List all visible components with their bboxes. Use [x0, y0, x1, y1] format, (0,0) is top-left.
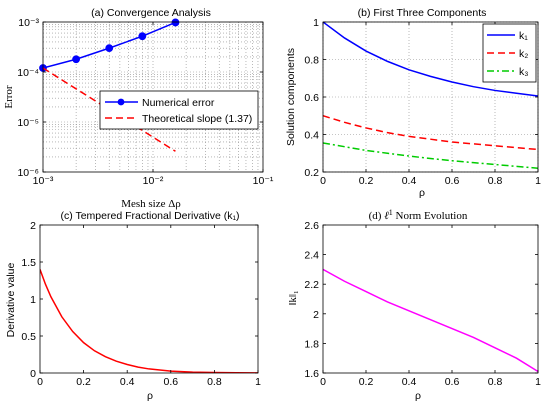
series-line-2: [323, 115, 538, 151]
panel-d-title: (d) ℓ1 Norm Evolution: [369, 208, 468, 222]
x-tick-label: 0.2: [359, 376, 374, 388]
panel-d-ylabel: ‖k‖₁: [287, 290, 299, 306]
x-tick-label: 0.2: [76, 376, 91, 388]
x-tick-label: 0: [320, 175, 326, 187]
panel-d-title-suffix: Norm Evolution: [393, 210, 468, 222]
y-tick-label: 10⁻³: [18, 17, 39, 29]
legend-label: k₁: [519, 30, 528, 42]
y-tick-label: 2: [30, 220, 36, 232]
x-tick-label: 0.8: [207, 376, 222, 388]
panel-b-xlabel: ρ: [419, 187, 425, 199]
panel-d-title-prefix: (d): [369, 210, 385, 222]
y-tick-label: 0.5: [21, 331, 36, 343]
x-tick-label: 0.6: [163, 376, 178, 388]
y-tick-label: 1.6: [304, 368, 319, 380]
x-tick-label: 0.8: [488, 175, 503, 187]
x-tick-label: 0: [37, 376, 43, 388]
series-line-3: [323, 142, 538, 169]
x-tick-label: 0.6: [445, 175, 460, 187]
x-tick-label: 1: [535, 376, 541, 388]
panel-d-xlabel: ρ: [415, 390, 421, 402]
y-tick-label: 2: [313, 309, 319, 321]
series-line-1: [323, 22, 538, 97]
x-tick-label: 10⁻³: [33, 175, 54, 187]
series-line-1: [40, 269, 258, 373]
x-tick-label: 0.4: [402, 376, 417, 388]
x-tick-label: 0.4: [120, 376, 135, 388]
legend-label: k₂: [519, 48, 528, 60]
y-tick-label: 10⁻⁵: [17, 117, 39, 129]
y-tick-label: 0.6: [304, 92, 319, 104]
panel-c-xlabel: ρ: [147, 390, 153, 402]
axes-box: [322, 224, 539, 374]
legend-label: Numerical error: [142, 97, 215, 109]
y-tick-label: 2.2: [304, 279, 319, 291]
legend-marker: [117, 98, 125, 106]
x-tick-label: 0.2: [359, 175, 374, 187]
y-tick-label: 0.4: [304, 130, 319, 142]
panel-d: 0 0.2 0.4 0.6 0.8 1 1.6 1.8 2 2.2 2.4 2.6: [304, 220, 541, 388]
y-tick-label: 2.4: [304, 250, 319, 262]
y-tick-label: 10⁻⁴: [17, 67, 39, 79]
legend-box: [99, 90, 259, 130]
panel-b-title: (b) First Three Components: [358, 7, 487, 19]
panel-a: 10⁻³ 10⁻² 10⁻¹ 10⁻³ 10⁻⁴ 10⁻⁵ 10⁻⁶ Numerical er…: [17, 17, 274, 187]
y-tick-label: 1: [30, 294, 36, 306]
y-tick-label: 1.5: [21, 257, 36, 269]
data-point: [171, 18, 180, 27]
panel-d-title-sup: 1: [389, 208, 393, 217]
panel-c-ylabel: Derivative value: [5, 262, 17, 337]
x-tick-label: 10⁻²: [143, 175, 164, 187]
panel-a-xlabel: Mesh size Δρ: [121, 198, 181, 210]
legend-label: Theoretical slope (1.37): [142, 113, 252, 125]
x-tick-label: 0.4: [402, 175, 417, 187]
panel-c: 0 0.2 0.4 0.6 0.8 1 0 0.5 1 1.5 2: [21, 220, 261, 388]
legend-label: k₃: [519, 66, 529, 78]
x-tick-label: 0.8: [488, 376, 503, 388]
panel-a-ylabel: Error: [3, 85, 15, 109]
y-tick-label: 10⁻⁶: [17, 167, 39, 179]
x-tick-label: 0: [320, 376, 326, 388]
y-tick-label: 1.8: [304, 338, 319, 350]
panel-d-title-ell: ℓ: [384, 210, 389, 222]
x-tick-label: 1: [535, 175, 541, 187]
x-tick-label: 10⁻¹: [253, 175, 274, 187]
y-tick-label: 0.2: [304, 167, 319, 179]
panel-b-ylabel: Solution components: [285, 48, 297, 146]
data-point: [105, 44, 114, 53]
y-tick-label: 0: [30, 368, 36, 380]
y-tick-label: 2.6: [304, 220, 319, 232]
x-tick-label: 1: [255, 376, 261, 388]
data-point: [72, 55, 81, 64]
y-tick-label: 1: [313, 17, 319, 29]
x-tick-label: 0.6: [445, 376, 460, 388]
panel-c-title: (c) Tempered Fractional Derivative (k₁): [61, 210, 240, 222]
series-line-1: [323, 268, 538, 373]
data-point: [138, 32, 147, 41]
panel-a-title: (a) Convergence Analysis: [91, 7, 211, 19]
y-tick-label: 0.8: [304, 55, 319, 67]
